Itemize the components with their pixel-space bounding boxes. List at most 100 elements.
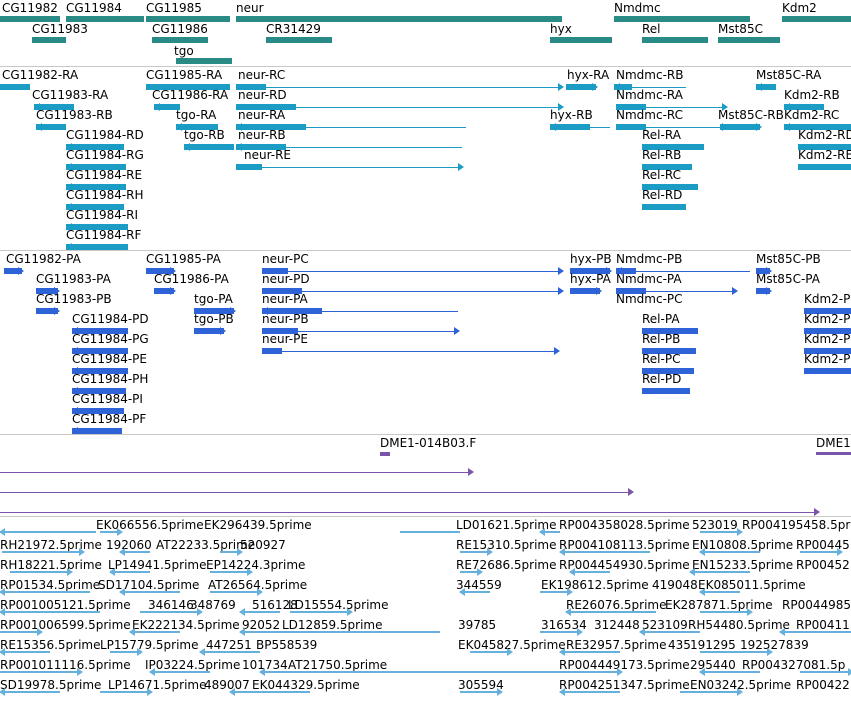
est-alignment-9[interactable] <box>460 551 490 553</box>
gene-cr31429-bar[interactable] <box>266 37 332 43</box>
est-alignment-22[interactable] <box>460 591 490 593</box>
est-alignment-15[interactable] <box>210 571 250 573</box>
est-alignment-18[interactable] <box>690 571 750 573</box>
transcript-kdm2-rd-bar[interactable] <box>798 144 851 150</box>
protein-cg11984-pf-bar[interactable] <box>72 428 122 434</box>
est-alignment-50[interactable] <box>100 691 150 693</box>
est-alignment-10[interactable] <box>560 551 650 553</box>
transcript-cg11983-rb-bar[interactable] <box>36 124 66 130</box>
est-alignment-45[interactable] <box>260 671 560 673</box>
gene-rel-bar[interactable] <box>642 37 708 43</box>
est-alignment-16[interactable] <box>460 571 480 573</box>
transcript-cg11986-ra-bar[interactable] <box>154 104 180 110</box>
est-alignment-24[interactable] <box>700 591 740 593</box>
protein-rel-pb-bar[interactable] <box>642 348 696 354</box>
est-alignment-8[interactable] <box>220 551 240 553</box>
est-alignment-51[interactable] <box>230 691 310 693</box>
protein-rel-pc-bar[interactable] <box>642 368 694 374</box>
est-alignment-46[interactable] <box>560 671 620 673</box>
probe-dme1-014b03-f-bar[interactable] <box>380 452 390 456</box>
gene-tgo-bar[interactable] <box>176 58 232 64</box>
est-alignment-54[interactable] <box>680 691 740 693</box>
transcript-rel-rd-bar[interactable] <box>642 204 686 210</box>
est-alignment-5[interactable] <box>700 531 740 533</box>
protein-hyx-pa-bar[interactable] <box>570 288 600 294</box>
protein-cg11984-pe-bar[interactable] <box>72 368 128 374</box>
transcript-tgo-rb-bar[interactable] <box>184 144 234 150</box>
est-alignment-42[interactable] <box>700 651 770 653</box>
est-alignment-34[interactable] <box>540 631 580 633</box>
est-alignment-17[interactable] <box>570 571 610 573</box>
est-alignment-3[interactable] <box>400 531 460 533</box>
transcript-rel-rb-bar[interactable] <box>642 164 692 170</box>
est-alignment-32[interactable] <box>130 631 180 633</box>
transcript-mst85c-rb-bar[interactable] <box>720 124 760 130</box>
protein-cg11983-pa-bar[interactable] <box>36 288 58 294</box>
gene-hyx-bar[interactable] <box>550 37 612 43</box>
est-alignment-30[interactable] <box>700 611 750 613</box>
protein-kdm2-p-4-bar[interactable] <box>804 368 851 374</box>
est-alignment-36[interactable] <box>780 631 851 633</box>
protein-tgo-pb-bar[interactable] <box>194 328 224 334</box>
protein-cg11984-pd-bar[interactable] <box>72 328 128 334</box>
est-alignment-28[interactable] <box>290 611 350 613</box>
est-alignment-21[interactable] <box>210 591 260 593</box>
transcript-cg11984-re-bar[interactable] <box>66 184 126 190</box>
gene-cg11986-bar[interactable] <box>152 37 208 43</box>
transcript-cg11984-rd-bar[interactable] <box>66 144 124 150</box>
est-alignment-26[interactable] <box>140 611 200 613</box>
protein-tgo-pa-bar[interactable] <box>194 308 234 314</box>
probe-dme1-right-bar[interactable] <box>816 452 851 455</box>
gene-nmdmc-bar[interactable] <box>614 16 750 22</box>
protein-mst85c-pb-bar[interactable] <box>756 268 770 274</box>
protein-cg11983-pb-bar[interactable] <box>36 308 58 314</box>
est-alignment-52[interactable] <box>460 691 500 693</box>
gene-cg11982-bar[interactable] <box>0 16 60 22</box>
est-alignment-19[interactable] <box>0 591 90 593</box>
transcript-cg11984-rg-bar[interactable] <box>66 164 126 170</box>
est-alignment-33[interactable] <box>240 631 440 633</box>
gene-cg11983-bar[interactable] <box>32 37 66 43</box>
transcript-cg11983-ra-bar[interactable] <box>34 104 74 110</box>
transcript-cg11984-rh-bar[interactable] <box>66 204 124 210</box>
transcript-hyx-ra-bar[interactable] <box>566 84 596 90</box>
gene-cg11984-bar[interactable] <box>66 16 144 22</box>
est-alignment-1[interactable] <box>0 531 96 533</box>
transcript-cg11984-ri-bar[interactable] <box>66 224 128 230</box>
est-alignment-31[interactable] <box>0 631 40 633</box>
transcript-mst85c-ra-bar[interactable] <box>756 84 776 90</box>
protein-cg11982-pa-bar[interactable] <box>4 268 22 274</box>
est-alignment-44[interactable] <box>150 671 210 673</box>
protein-cg11984-pi-bar[interactable] <box>72 408 124 414</box>
transcript-rel-rc-bar[interactable] <box>642 184 698 190</box>
gene-mst85c-bar[interactable] <box>718 37 780 43</box>
protein-mst85c-pa-bar[interactable] <box>756 288 770 294</box>
protein-rel-pa-bar[interactable] <box>642 328 698 334</box>
protein-cg11986-pa-bar[interactable] <box>154 288 174 294</box>
est-alignment-2[interactable] <box>100 531 120 533</box>
protein-cg11985-pa-bar[interactable] <box>146 268 174 274</box>
protein-kdm2-p-2-bar[interactable] <box>804 328 851 334</box>
est-alignment-20[interactable] <box>120 591 180 593</box>
est-alignment-13[interactable] <box>10 571 70 573</box>
est-alignment-27[interactable] <box>240 611 280 613</box>
est-alignment-25[interactable] <box>0 611 100 613</box>
est-alignment-40[interactable] <box>470 651 510 653</box>
est-alignment-53[interactable] <box>560 691 620 693</box>
est-alignment-23[interactable] <box>540 591 570 593</box>
transcript-cg11982-ra-bar[interactable] <box>0 84 30 90</box>
est-alignment-29[interactable] <box>566 611 656 613</box>
transcript-cg11984-rf-bar[interactable] <box>66 244 128 250</box>
est-alignment-11[interactable] <box>700 551 760 553</box>
est-alignment-14[interactable] <box>110 571 150 573</box>
est-alignment-35[interactable] <box>640 631 700 633</box>
est-alignment-7[interactable] <box>120 551 150 553</box>
protein-cg11984-ph-bar[interactable] <box>72 388 126 394</box>
est-alignment-12[interactable] <box>800 551 840 553</box>
transcript-kdm2-re-bar[interactable] <box>798 164 851 170</box>
est-alignment-39[interactable] <box>200 651 260 653</box>
est-alignment-4[interactable] <box>540 531 560 533</box>
transcript-tgo-ra-bar[interactable] <box>176 124 218 130</box>
transcript-rel-ra-bar[interactable] <box>642 144 704 150</box>
est-alignment-48[interactable] <box>800 671 851 673</box>
